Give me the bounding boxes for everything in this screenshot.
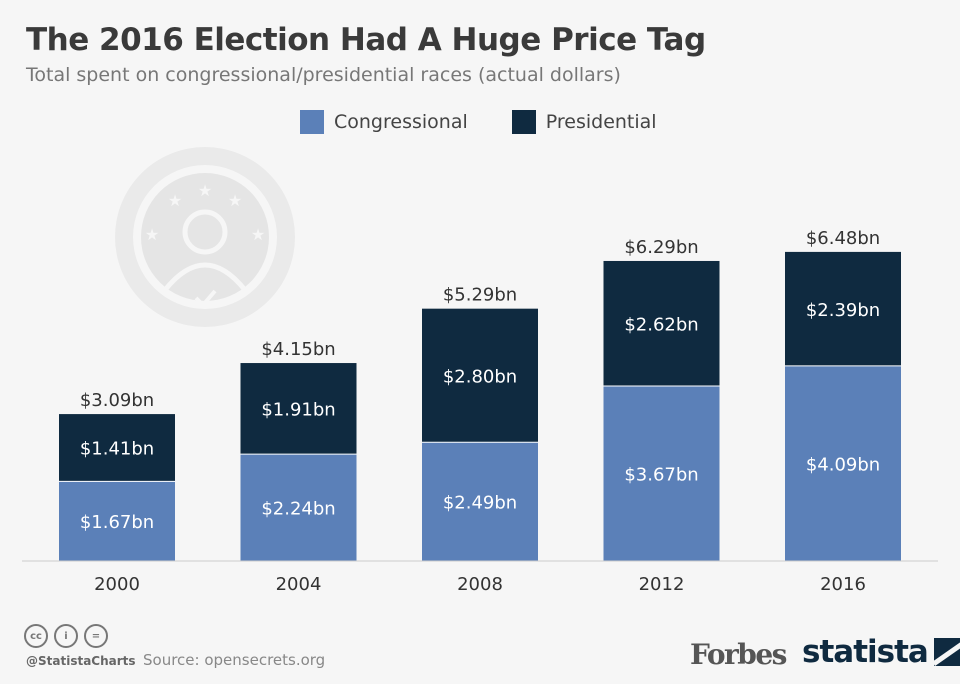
chart-subtitle: Total spent on congressional/presidentia… bbox=[26, 64, 621, 86]
x-tick-label-2012: 2012 bbox=[639, 574, 685, 595]
total-label-2000: $3.09bn bbox=[80, 390, 154, 411]
total-label-2008: $5.29bn bbox=[443, 285, 517, 306]
legend-item-congressional: Congressional bbox=[300, 110, 468, 134]
legend: Congressional Presidential bbox=[300, 110, 657, 134]
x-tick-label-2016: 2016 bbox=[820, 574, 866, 595]
bar-presidential-2004 bbox=[240, 363, 357, 455]
bar-congressional-2012 bbox=[603, 385, 720, 561]
cc-icon: cc bbox=[24, 624, 48, 648]
bar-presidential-2000 bbox=[59, 414, 175, 482]
total-label-2004: $4.15bn bbox=[261, 339, 335, 360]
data-label-congressional-2004: $2.24bn bbox=[261, 499, 335, 520]
svg-text:★: ★ bbox=[168, 191, 182, 210]
statista-logo: statista bbox=[802, 634, 960, 670]
total-label-2012: $6.29bn bbox=[624, 237, 698, 258]
data-label-presidential-2004: $1.91bn bbox=[261, 400, 335, 421]
voter-emblem-icon: ★ ★ ★ ★ ★ bbox=[115, 147, 295, 327]
chart-title: The 2016 Election Had A Huge Price Tag bbox=[26, 22, 706, 58]
attribution-icon: i bbox=[54, 624, 78, 648]
total-label-2016: $6.48bn bbox=[806, 228, 880, 249]
legend-label-congressional: Congressional bbox=[334, 111, 468, 133]
legend-swatch-presidential bbox=[511, 110, 536, 134]
bar-presidential-2016 bbox=[785, 251, 901, 366]
svg-text:★: ★ bbox=[251, 225, 265, 244]
svg-text:★: ★ bbox=[198, 181, 212, 200]
statista-mark-icon bbox=[933, 638, 960, 666]
source-text: Source: opensecrets.org bbox=[143, 651, 326, 669]
svg-text:★: ★ bbox=[228, 191, 242, 210]
bar-congressional-2000 bbox=[59, 481, 175, 561]
data-label-congressional-2012: $3.67bn bbox=[624, 464, 698, 485]
data-label-presidential-2016: $2.39bn bbox=[806, 300, 880, 321]
x-tick-label-2004: 2004 bbox=[276, 574, 322, 595]
bar-presidential-2008 bbox=[422, 308, 538, 443]
svg-text:★: ★ bbox=[145, 225, 159, 244]
legend-item-presidential: Presidential bbox=[511, 110, 657, 134]
forbes-logo: Forbes bbox=[690, 638, 787, 671]
legend-swatch-congressional bbox=[300, 110, 324, 134]
bar-congressional-2004 bbox=[240, 454, 357, 561]
bar-congressional-2008 bbox=[422, 442, 538, 561]
license-icons: cc i = bbox=[24, 624, 108, 648]
twitter-handle[interactable]: @StatistaCharts bbox=[26, 654, 136, 668]
data-label-congressional-2000: $1.67bn bbox=[80, 512, 154, 533]
bar-presidential-2012 bbox=[603, 260, 720, 386]
data-label-presidential-2000: $1.41bn bbox=[80, 439, 154, 460]
data-label-presidential-2008: $2.80bn bbox=[443, 366, 517, 387]
data-label-congressional-2008: $2.49bn bbox=[443, 493, 517, 514]
no-derivatives-icon: = bbox=[84, 624, 108, 648]
data-label-congressional-2016: $4.09bn bbox=[806, 454, 880, 475]
x-tick-label-2000: 2000 bbox=[94, 574, 140, 595]
x-tick-label-2008: 2008 bbox=[457, 574, 503, 595]
data-label-presidential-2012: $2.62bn bbox=[624, 314, 698, 335]
legend-label-presidential: Presidential bbox=[545, 111, 657, 133]
bar-congressional-2016 bbox=[785, 365, 901, 561]
